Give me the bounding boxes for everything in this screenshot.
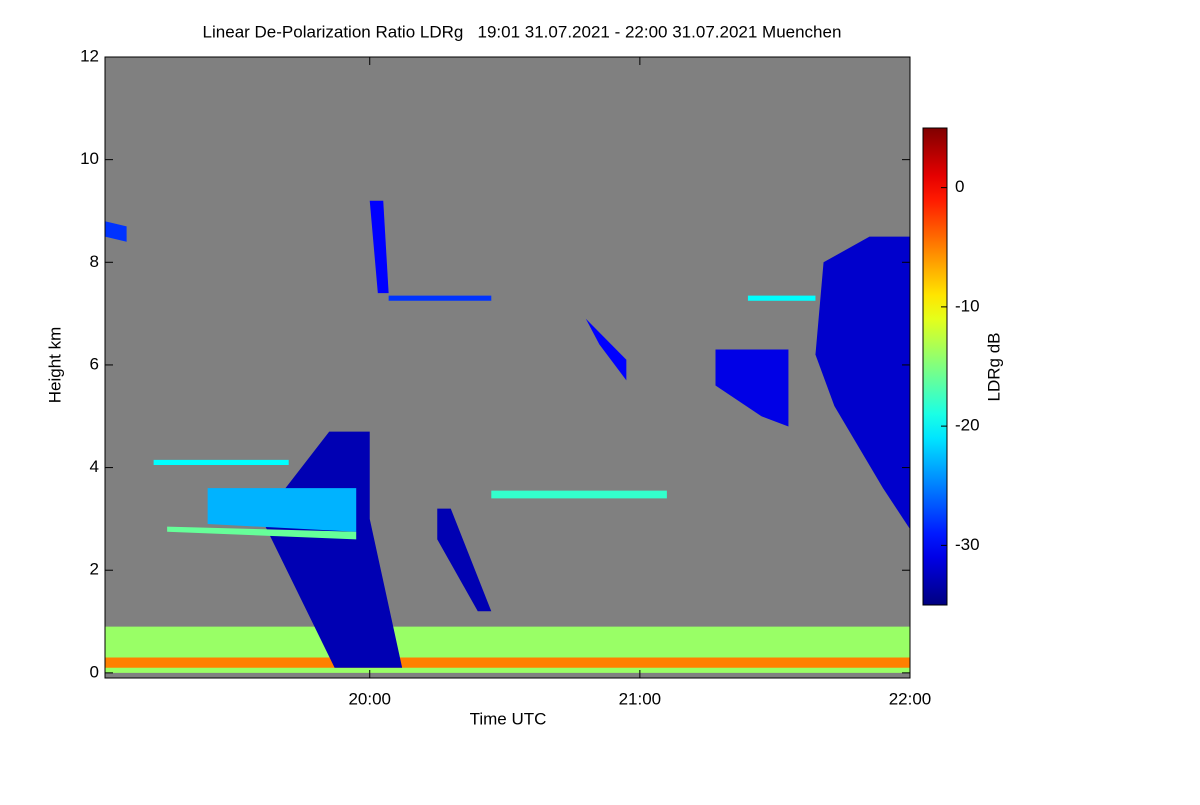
colorbar [922,127,948,606]
plot-background [105,57,910,678]
chart-title: Linear De-Polarization Ratio LDRg 19:01 … [203,22,842,41]
x-tick-label: 21:00 [619,689,662,708]
ldr-region [491,490,667,499]
y-tick-label: 4 [90,457,99,476]
ldr-region [153,459,289,466]
x-axis-label: Time UTC [470,709,547,728]
ldr-region [167,526,357,540]
y-axis-label: Height km [45,327,64,404]
y-tick-label: 6 [90,354,99,373]
colorbar-tick-label: -10 [955,296,980,315]
colorbar-tick-label: -30 [955,535,980,554]
ldr-region [437,508,492,612]
y-tick-label: 8 [90,252,99,271]
x-tick-label: 20:00 [348,689,391,708]
ldr-region [715,349,789,427]
y-tick-label: 12 [80,46,99,65]
ldr-region [105,657,910,668]
x-tick-label: 22:00 [889,689,932,708]
ldr-region [815,236,910,530]
y-tick-label: 2 [90,560,99,579]
ldr-region [585,318,627,381]
plot-frame [104,56,911,679]
ldr-region [207,488,357,532]
ldr-region [105,221,127,242]
ldr-region [369,200,389,294]
y-tick-label: 0 [90,662,99,681]
ldr-region [388,295,492,301]
colorbar-label: LDRg dB [984,333,1003,402]
colorbar-tick-label: 0 [955,177,964,196]
y-tick-label: 10 [80,149,99,168]
colorbar-tick-label: -20 [955,416,980,435]
ldr-region [747,295,816,301]
